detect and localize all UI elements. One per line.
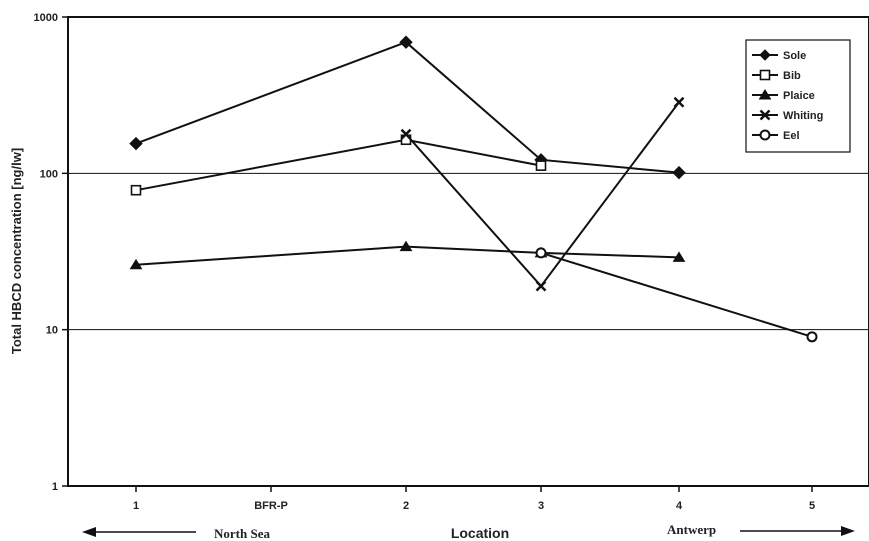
point-plaice-4 <box>672 251 686 262</box>
point-sole-1 <box>129 136 143 151</box>
legend-marker-whiting <box>759 109 771 121</box>
series-line-eel <box>540 251 813 338</box>
right-arrow-head <box>841 526 855 536</box>
point-sole-2 <box>399 35 413 49</box>
x-tick-label-5: 5 <box>809 500 815 512</box>
x-tick-label-4: 4 <box>676 500 683 512</box>
point-bib-3 <box>535 160 547 171</box>
y-tick-label-100: 100 <box>40 168 58 180</box>
y-axis-label: Total HBCD concentration [ng/lw] <box>9 148 24 354</box>
antwerp-annotation: Antwerp <box>667 522 855 537</box>
legend-item-bib: Bib <box>752 69 801 82</box>
point-sole-4 <box>672 165 686 180</box>
point-bib-1 <box>130 184 142 196</box>
x-tick-label-3: 3 <box>538 500 544 512</box>
y-tick-label-1000: 1000 <box>34 12 58 24</box>
antwerp-label: Antwerp <box>667 522 716 537</box>
legend-item-whiting: Whiting <box>752 109 823 122</box>
plot-area <box>67 16 869 487</box>
legend-item-plaice: Plaice <box>752 89 815 102</box>
point-whiting-3-stroke-b <box>535 280 547 292</box>
point-plaice-2 <box>399 240 413 252</box>
y-tick-label-10: 10 <box>46 325 58 337</box>
series-bib <box>130 134 547 196</box>
legend-marker-eel <box>759 129 771 141</box>
legend-label-bib: Bib <box>783 70 801 82</box>
grid-lines <box>68 172 869 331</box>
point-whiting-3 <box>535 280 547 292</box>
x-tick-label-2: 2 <box>403 500 409 512</box>
series-plaice <box>129 240 686 270</box>
series-line-whiting <box>405 101 680 288</box>
legend-marker-bib <box>759 69 771 81</box>
point-whiting-2 <box>400 128 412 140</box>
y-axis-ticks: 1 10 100 1000 <box>34 12 68 493</box>
left-arrow-head <box>82 527 96 537</box>
legend-label-sole: Sole <box>783 50 806 62</box>
y-tick-label-1: 1 <box>52 481 58 493</box>
x-axis-label: Location <box>451 525 509 541</box>
x-axis-ticks: 1 BFR-P 2 3 4 5 <box>133 486 815 512</box>
legend-label-eel: Eel <box>783 130 800 142</box>
series-line-plaice <box>135 245 680 266</box>
legend-label-plaice: Plaice <box>783 90 815 102</box>
point-whiting-4-stroke-b <box>673 96 685 108</box>
series-lines <box>129 35 818 343</box>
point-whiting-2-stroke-b <box>400 128 412 140</box>
legend-marker-whiting-stroke-b <box>759 109 771 121</box>
series-whiting <box>400 96 685 292</box>
legend: Sole Bib Plaice Whiting Eel <box>745 39 851 153</box>
legend-marker-sole <box>759 49 771 61</box>
series-line-bib <box>135 138 542 192</box>
legend-item-sole: Sole <box>752 49 806 62</box>
north-sea-label: North Sea <box>214 526 270 541</box>
point-whiting-4 <box>673 96 685 108</box>
legend-label-whiting: Whiting <box>783 110 823 122</box>
point-plaice-1 <box>129 258 143 270</box>
legend-marker-plaice <box>758 89 772 100</box>
series-eel <box>535 247 818 343</box>
x-tick-label-BFR-P: BFR-P <box>254 500 288 512</box>
north-sea-annotation: North Sea <box>82 526 270 541</box>
series-line-sole <box>135 41 680 174</box>
point-eel-3 <box>535 247 547 259</box>
point-eel-5 <box>806 331 818 343</box>
series-sole <box>129 35 686 180</box>
legend-item-eel: Eel <box>752 129 800 142</box>
x-tick-label-1: 1 <box>133 500 139 512</box>
